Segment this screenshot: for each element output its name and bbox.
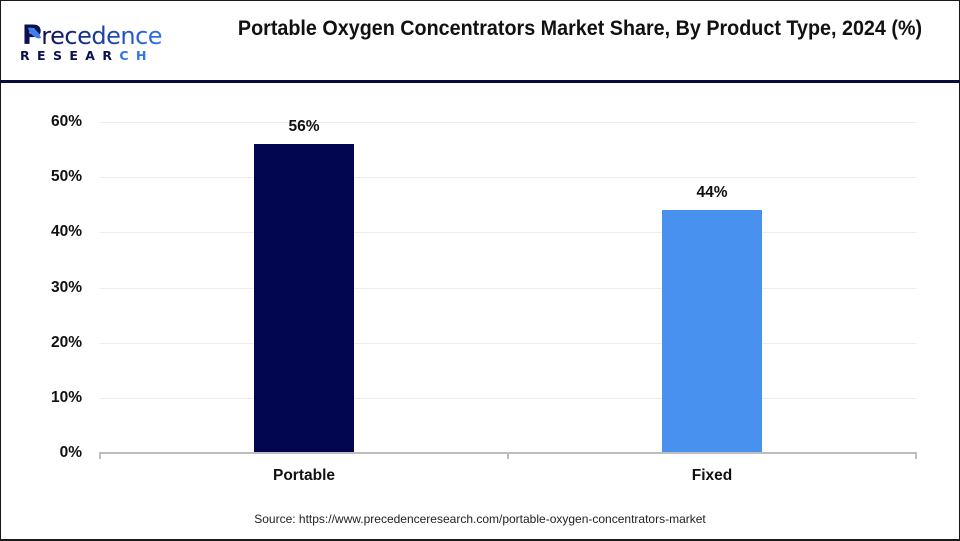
logo-wordmark: Precedence	[22, 22, 163, 51]
gridline	[100, 232, 916, 234]
precedence-research-logo: Precedence RESEARCH	[16, 22, 166, 66]
x-axis-tick	[507, 452, 509, 459]
y-tick-label: 0%	[59, 444, 82, 461]
y-tick-label: 60%	[50, 113, 82, 130]
logo-sub-middle: R	[102, 48, 120, 63]
x-axis-tick	[915, 452, 917, 459]
logo-subtitle: RESEARCH	[20, 48, 154, 63]
gridline	[100, 177, 916, 179]
logo-sub-main: RESEA	[20, 48, 103, 63]
x-category-label-fixed: Fixed	[691, 467, 733, 484]
gridline	[100, 122, 916, 123]
gridline	[100, 397, 916, 399]
data-label-fixed: 44%	[696, 184, 728, 202]
x-axis-tick	[99, 452, 101, 459]
bar-portable	[254, 144, 354, 452]
y-tick-label: 30%	[50, 278, 82, 296]
source-note: Source: https://www.precedenceresearch.c…	[254, 512, 706, 526]
bar-fixed	[662, 210, 762, 452]
header-divider	[0, 80, 960, 83]
y-tick-label: 10%	[50, 388, 82, 406]
header: Precedence RESEARCH Portable Oxygen Conc…	[0, 0, 960, 80]
plot-area	[100, 122, 916, 453]
x-category-label-portable: Portable	[272, 467, 335, 484]
logo-sub-accent: CH	[119, 48, 154, 63]
gridline	[100, 287, 916, 289]
data-label-portable: 56%	[288, 118, 320, 136]
y-tick-label: 20%	[50, 333, 82, 351]
gridline	[100, 342, 916, 344]
chart-title: Portable Oxygen Concentrators Market Sha…	[237, 17, 923, 40]
y-tick-label: 50%	[50, 168, 82, 186]
y-tick-label: 40%	[50, 223, 82, 241]
logo-word-rest: recedence	[41, 22, 163, 50]
